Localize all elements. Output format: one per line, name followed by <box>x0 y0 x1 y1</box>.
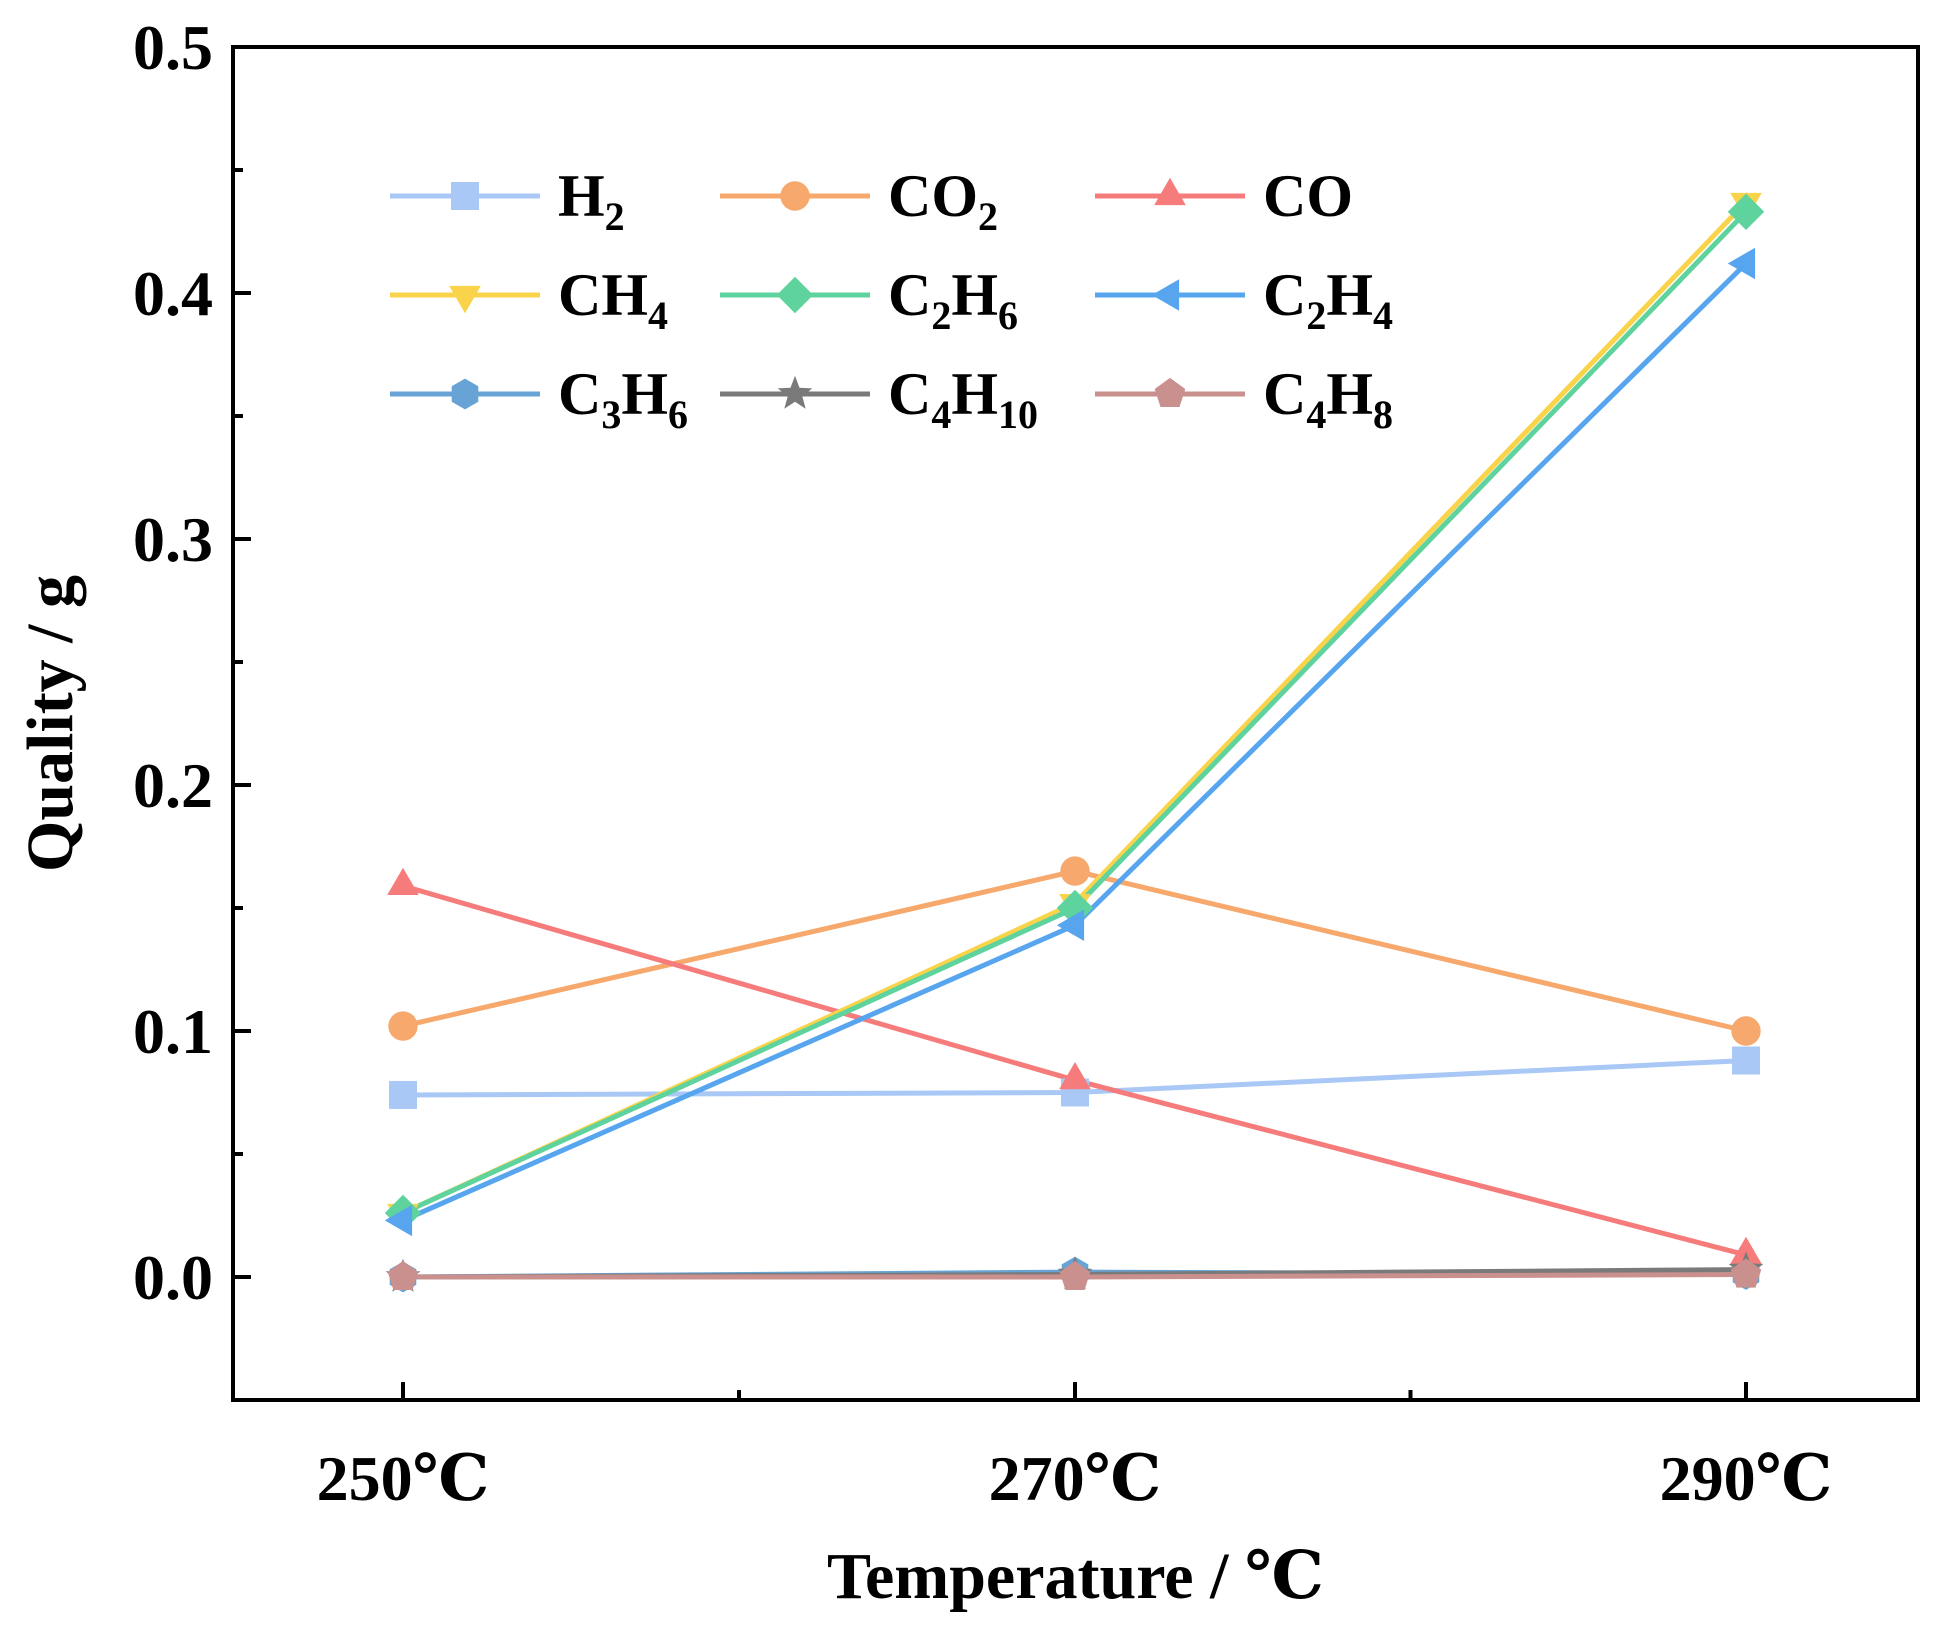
data-point-c4h8 <box>387 1260 419 1290</box>
x-axis-title: Temperature / ℃ <box>827 1540 1324 1613</box>
legend-label-ch4: CH4 <box>558 262 668 338</box>
series-line-ch4 <box>401 200 1748 1216</box>
data-point-co <box>1730 1236 1762 1264</box>
legend-label-c2h4: C2H4 <box>1263 262 1393 338</box>
series-line-c2h6 <box>401 210 1748 1216</box>
legend-label-c4h10: C4H10 <box>888 361 1038 437</box>
legend-marker-h2 <box>451 182 479 210</box>
legend-marker-ch4 <box>449 285 481 314</box>
data-point-h2 <box>1732 1046 1760 1075</box>
data-point-c2h4 <box>1727 247 1756 280</box>
legend-label-c3h6: C3H6 <box>558 361 688 437</box>
data-point-c2h4 <box>384 1204 413 1237</box>
plot-frame <box>231 45 1920 1402</box>
legend-marker-co2 <box>780 181 810 211</box>
legend-label-co: CO <box>1263 163 1353 229</box>
legend-label-c4h8: C4H8 <box>1263 361 1393 437</box>
data-point-c2h4 <box>1056 909 1085 941</box>
data-point-h2 <box>389 1080 417 1109</box>
legend-marker-c4h10 <box>777 375 813 409</box>
y-tick-label: 0.4 <box>133 258 213 329</box>
data-point-co <box>1059 1062 1091 1090</box>
y-tick-label: 0.0 <box>133 1242 213 1313</box>
y-axis-title: Quality / g <box>14 575 87 872</box>
y-tick-label: 0.5 <box>133 12 213 83</box>
x-tick-label: 250℃ <box>317 1443 490 1514</box>
y-tick-label: 0.3 <box>133 504 213 575</box>
data-point-co2 <box>388 1011 418 1041</box>
x-tick-label: 270℃ <box>989 1443 1162 1514</box>
data-point-co <box>387 867 419 895</box>
y-tick-label: 0.1 <box>133 996 213 1067</box>
data-point-c2h6 <box>1727 193 1765 230</box>
legend-label-c2h6: C2H6 <box>888 262 1018 338</box>
x-tick-label: 290℃ <box>1660 1443 1833 1514</box>
legend-label-h2: H2 <box>558 163 625 239</box>
data-point-c4h8 <box>1730 1258 1762 1288</box>
legend-marker-c4h8 <box>1154 377 1186 407</box>
data-point-co2 <box>1060 856 1090 886</box>
data-point-co2 <box>1731 1016 1761 1046</box>
y-tick-label: 0.2 <box>133 750 213 821</box>
legend-marker-c2h6 <box>776 276 814 314</box>
legend-marker-c2h4 <box>1151 279 1180 311</box>
legend-label-co2: CO2 <box>888 163 998 239</box>
data-point-c4h8 <box>1059 1260 1091 1290</box>
legend-marker-c3h6 <box>451 378 479 410</box>
legend-marker-co <box>1154 177 1186 206</box>
